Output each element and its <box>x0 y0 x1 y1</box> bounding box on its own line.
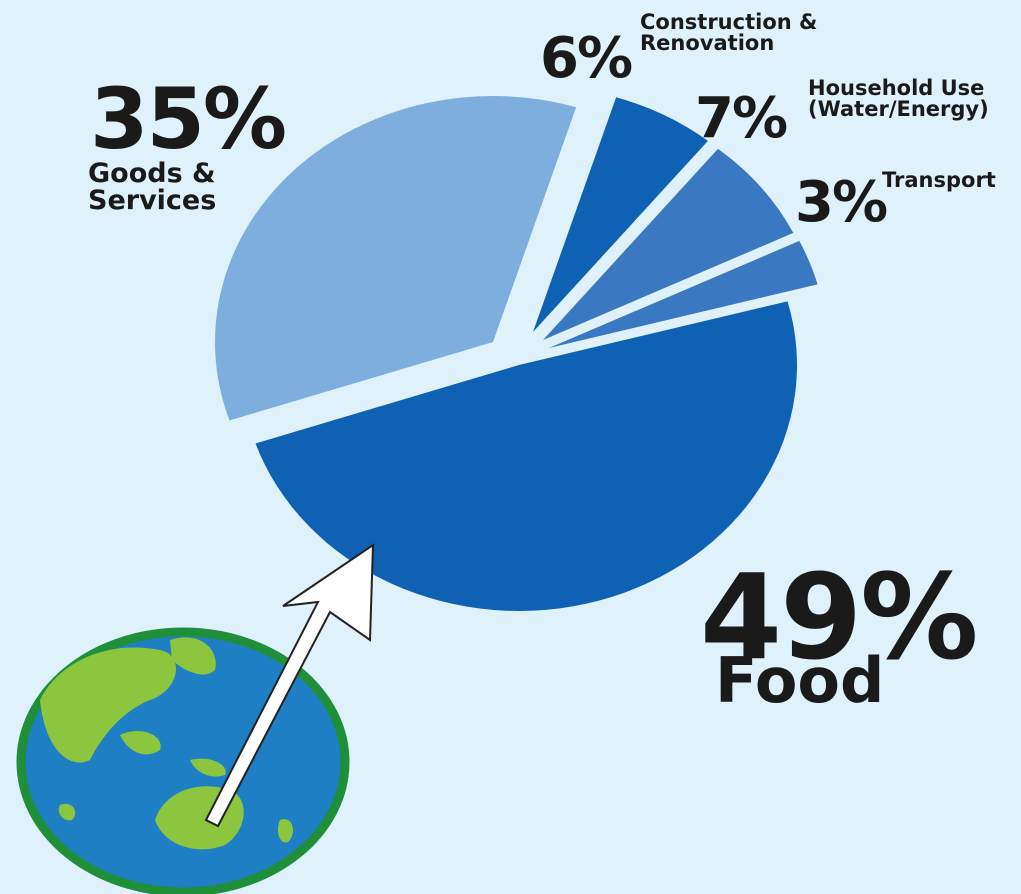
pie-slices <box>214 95 818 612</box>
pie-slice-household-use-water-energy <box>543 148 794 340</box>
transport-percent-label: 3% <box>795 170 888 235</box>
goods-percent-label: 35% <box>90 70 287 168</box>
household-percent-label: 7% <box>695 86 788 151</box>
food-category-label: Food <box>715 644 885 717</box>
transport-category-label: Transport <box>882 168 996 192</box>
construction-percent-label: 6% <box>540 26 633 91</box>
pie-slice-construction-renovation <box>533 97 708 332</box>
food-percent-label: 49% <box>700 548 978 686</box>
construction-category-label: Construction & Renovation <box>640 10 818 55</box>
goods-category-label: Goods & Services <box>88 158 217 216</box>
pie-slice-goods-services <box>214 95 577 421</box>
household-category-label: Household Use (Water/Energy) <box>808 76 989 121</box>
arrow-icon <box>204 543 375 828</box>
pie-slice-transport <box>549 240 818 348</box>
pie-slice-food <box>255 301 798 612</box>
globe-icon <box>16 627 350 894</box>
